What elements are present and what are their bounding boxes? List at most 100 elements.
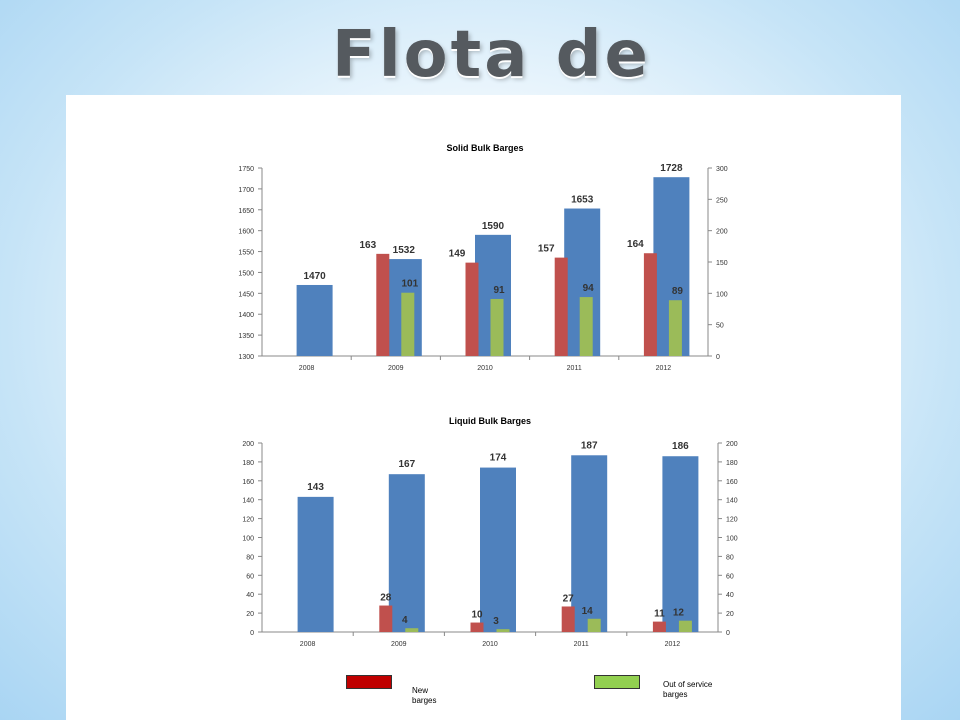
y2-tick-label: 160 xyxy=(726,479,738,486)
x-tick-label: 2010 xyxy=(482,641,498,648)
x-tick-label: 2009 xyxy=(391,641,407,648)
bar-series-2 xyxy=(561,606,575,632)
bar-series-2 xyxy=(652,621,666,632)
y-tick-label: 1450 xyxy=(238,291,254,298)
liquid-bulk-chart: Liquid Bulk Barges0204060801001201401601… xyxy=(242,416,738,648)
bar-series-1 xyxy=(662,456,699,632)
y2-tick-label: 180 xyxy=(726,460,738,467)
y2-tick-label: 150 xyxy=(716,260,728,267)
bar-series-3 xyxy=(668,300,682,356)
data-label: 27 xyxy=(563,593,575,604)
x-tick-label: 2008 xyxy=(300,641,316,648)
chart-title: Liquid Bulk Barges xyxy=(449,416,531,426)
y-tick-label: 1650 xyxy=(238,208,254,215)
legend-new-swatch xyxy=(346,675,392,689)
y-tick-label: 200 xyxy=(242,441,254,448)
data-label: 14 xyxy=(582,606,594,617)
data-label: 149 xyxy=(449,249,466,260)
solid-bulk-chart: Solid Bulk Barges13001350140014501500155… xyxy=(238,143,728,372)
data-label: 167 xyxy=(398,459,415,470)
y2-tick-label: 100 xyxy=(716,291,728,298)
y2-tick-label: 200 xyxy=(726,441,738,448)
y-tick-label: 20 xyxy=(246,611,254,618)
y-tick-label: 1300 xyxy=(238,354,254,361)
data-label: 1532 xyxy=(393,245,416,256)
y2-tick-label: 0 xyxy=(716,354,720,361)
bar-series-1 xyxy=(297,496,334,632)
bar-series-1 xyxy=(480,467,516,632)
data-label: 163 xyxy=(359,240,376,251)
data-label: 91 xyxy=(493,285,505,296)
y-tick-label: 80 xyxy=(246,554,254,561)
bar-series-2 xyxy=(465,262,479,356)
y-tick-label: 100 xyxy=(242,536,254,543)
data-label: 186 xyxy=(672,441,689,452)
bar-series-2 xyxy=(376,253,390,356)
y2-tick-label: 300 xyxy=(716,166,728,173)
data-label: 1590 xyxy=(482,221,505,232)
y-tick-label: 120 xyxy=(242,517,254,524)
bar-series-2 xyxy=(643,253,657,356)
y-tick-label: 60 xyxy=(246,573,254,580)
bar-series-2 xyxy=(470,622,484,632)
data-label: 4 xyxy=(402,615,408,626)
legend-out-swatch xyxy=(594,675,640,689)
y-tick-label: 40 xyxy=(246,592,254,599)
chart-title: Solid Bulk Barges xyxy=(446,143,523,153)
x-tick-label: 2011 xyxy=(567,365,582,372)
bar-series-2 xyxy=(554,257,568,356)
y2-tick-label: 80 xyxy=(726,554,734,561)
bar-series-3 xyxy=(401,292,415,356)
data-label: 187 xyxy=(581,440,598,451)
bar-series-3 xyxy=(579,297,593,356)
y-tick-label: 1550 xyxy=(238,250,254,257)
bar-series-3 xyxy=(678,620,692,632)
bar-series-1 xyxy=(571,455,608,632)
data-label: 157 xyxy=(538,244,555,255)
y2-tick-label: 200 xyxy=(716,229,728,236)
y-tick-label: 1500 xyxy=(238,270,254,277)
y2-tick-label: 40 xyxy=(726,592,734,599)
bar-series-1 xyxy=(388,474,425,632)
data-label: 12 xyxy=(673,608,685,619)
y-tick-label: 1750 xyxy=(238,166,254,173)
data-label: 28 xyxy=(380,593,392,604)
y-tick-label: 140 xyxy=(242,498,254,505)
data-label: 1728 xyxy=(660,163,683,174)
data-label: 1470 xyxy=(303,271,326,282)
y-tick-label: 1400 xyxy=(238,312,254,319)
bar-series-3 xyxy=(496,629,510,632)
data-label: 101 xyxy=(401,279,418,290)
y2-tick-label: 20 xyxy=(726,611,734,618)
y-tick-label: 180 xyxy=(242,460,254,467)
y2-tick-label: 250 xyxy=(716,197,728,204)
y2-tick-label: 100 xyxy=(726,536,738,543)
y2-tick-label: 0 xyxy=(726,630,730,637)
x-tick-label: 2011 xyxy=(574,641,589,648)
y2-tick-label: 120 xyxy=(726,517,738,524)
chart-panel: Solid Bulk Barges 1300 1350 1400 1450 1500 155… xyxy=(66,95,901,720)
x-tick-label: 2010 xyxy=(477,365,493,372)
y-tick-label: 0 xyxy=(250,630,254,637)
y-tick-label: 1700 xyxy=(238,187,254,194)
data-label: 174 xyxy=(490,453,507,464)
bar-series-3 xyxy=(587,618,601,632)
y2-tick-label: 140 xyxy=(726,498,738,505)
y-tick-label: 1600 xyxy=(238,229,254,236)
x-tick-label: 2012 xyxy=(656,365,672,372)
data-label: 3 xyxy=(493,616,499,627)
data-label: 1653 xyxy=(571,195,594,206)
data-label: 94 xyxy=(583,283,595,294)
data-label: 10 xyxy=(471,610,483,621)
bar-series-3 xyxy=(490,298,504,356)
data-label: 11 xyxy=(654,609,665,620)
x-tick-label: 2009 xyxy=(388,365,404,372)
y2-tick-label: 60 xyxy=(726,573,734,580)
data-label: 89 xyxy=(672,286,684,297)
y2-tick-label: 50 xyxy=(716,323,724,330)
data-label: 164 xyxy=(627,239,644,250)
legend-out-label: Out of service barges xyxy=(663,680,713,699)
legend-new-label: New barges xyxy=(412,686,437,705)
y-tick-label: 160 xyxy=(242,479,254,486)
y-tick-label: 1350 xyxy=(238,333,254,340)
